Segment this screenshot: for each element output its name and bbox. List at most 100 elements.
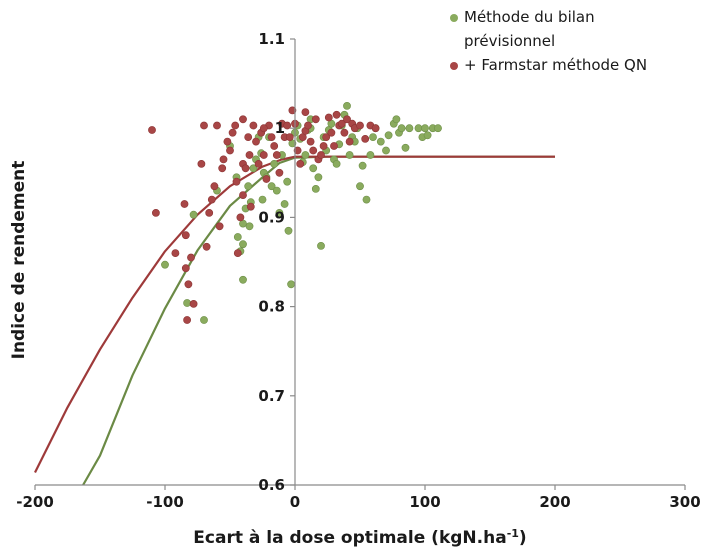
x-axis-title: Ecart à la dose optimale (kgN.ha-1) bbox=[193, 527, 526, 548]
legend: Méthode du bilan prévisionnel + Farmstar m… bbox=[450, 8, 647, 74]
point-farmstar bbox=[332, 110, 341, 119]
point-farmstar bbox=[249, 121, 258, 130]
point-bilan bbox=[258, 195, 267, 204]
point-bilan bbox=[332, 159, 341, 168]
point-farmstar bbox=[148, 126, 156, 134]
point-farmstar bbox=[218, 164, 227, 173]
y-tick-label: 1.1 bbox=[258, 30, 285, 48]
point-bilan bbox=[239, 275, 247, 284]
point-bilan bbox=[414, 124, 423, 133]
point-farmstar bbox=[337, 119, 346, 128]
point-farmstar bbox=[330, 142, 338, 150]
x-tick-label: 0 bbox=[290, 493, 300, 511]
point-farmstar bbox=[189, 299, 198, 308]
y-axis-title: Indice de rendement bbox=[9, 161, 29, 360]
point-bilan bbox=[267, 182, 276, 191]
y-tick-label: 0.9 bbox=[258, 208, 285, 226]
point-farmstar bbox=[343, 115, 351, 124]
point-bilan bbox=[272, 186, 281, 195]
legend-label: prévisionnel bbox=[464, 32, 555, 50]
point-bilan bbox=[183, 299, 191, 307]
point-farmstar bbox=[270, 142, 279, 150]
point-bilan bbox=[392, 115, 401, 124]
point-farmstar bbox=[356, 121, 364, 130]
point-bilan bbox=[356, 182, 364, 191]
axes: 0.6 0.7 0.8 0.9 1 1.1 -200 -100 0 100 200 300 bbox=[16, 30, 700, 511]
point-farmstar bbox=[245, 151, 254, 159]
point-farmstar bbox=[311, 115, 320, 124]
fit-farmstar-curve bbox=[34, 155, 555, 473]
point-farmstar bbox=[306, 137, 315, 146]
x-tick-label: 300 bbox=[669, 493, 700, 511]
point-bilan bbox=[301, 151, 310, 159]
point-bilan bbox=[366, 151, 375, 159]
point-farmstar bbox=[171, 249, 180, 257]
point-farmstar bbox=[259, 124, 268, 133]
point-farmstar bbox=[309, 146, 318, 155]
point-bilan bbox=[284, 226, 293, 235]
point-bilan bbox=[423, 131, 432, 140]
point-bilan bbox=[362, 195, 371, 204]
point-farmstar bbox=[197, 159, 206, 168]
y-tick-label: 1 bbox=[275, 119, 285, 137]
point-farmstar bbox=[180, 200, 189, 208]
point-bilan bbox=[270, 159, 279, 168]
point-farmstar bbox=[317, 151, 325, 159]
point-farmstar bbox=[181, 264, 190, 273]
point-farmstar bbox=[184, 280, 193, 289]
point-farmstar bbox=[267, 133, 276, 141]
point-bilan bbox=[401, 143, 410, 152]
fit-curves bbox=[34, 155, 555, 486]
point-bilan bbox=[382, 146, 390, 155]
y-tick-label: 0.8 bbox=[258, 298, 285, 316]
point-farmstar bbox=[183, 316, 191, 324]
point-farmstar bbox=[244, 133, 253, 141]
point-farmstar bbox=[241, 164, 250, 173]
point-farmstar bbox=[232, 177, 241, 186]
point-bilan bbox=[249, 164, 258, 173]
point-bilan bbox=[161, 260, 169, 269]
point-bilan bbox=[309, 164, 318, 173]
point-bilan bbox=[275, 208, 284, 217]
point-farmstar bbox=[371, 124, 380, 133]
point-farmstar bbox=[345, 137, 354, 146]
point-farmstar bbox=[322, 133, 331, 141]
point-farmstar bbox=[252, 137, 260, 146]
point-bilan bbox=[245, 222, 254, 231]
point-farmstar bbox=[207, 195, 216, 204]
point-farmstar bbox=[293, 146, 302, 155]
data-points bbox=[148, 102, 442, 324]
point-farmstar bbox=[239, 191, 247, 199]
x-tick-label: -100 bbox=[146, 493, 184, 511]
point-bilan bbox=[345, 151, 354, 159]
point-farmstar bbox=[226, 146, 234, 155]
point-bilan bbox=[311, 184, 320, 193]
legend-marker bbox=[450, 62, 458, 70]
point-farmstar bbox=[151, 208, 160, 217]
point-farmstar bbox=[236, 213, 245, 222]
point-farmstar bbox=[223, 137, 232, 146]
point-farmstar bbox=[213, 121, 221, 130]
point-farmstar bbox=[239, 115, 247, 124]
point-bilan bbox=[376, 137, 385, 146]
point-bilan bbox=[239, 240, 247, 249]
x-tick-label: 200 bbox=[539, 493, 570, 511]
point-bilan bbox=[405, 124, 414, 133]
point-farmstar bbox=[361, 134, 370, 143]
legend-label: Méthode du bilan bbox=[464, 8, 595, 26]
legend-marker bbox=[450, 14, 458, 22]
point-farmstar bbox=[340, 128, 349, 137]
point-bilan bbox=[421, 124, 429, 133]
point-farmstar bbox=[228, 128, 237, 137]
point-farmstar bbox=[272, 151, 281, 159]
point-bilan bbox=[314, 173, 323, 182]
y-tick-label: 0.7 bbox=[258, 387, 285, 405]
point-farmstar bbox=[187, 253, 195, 262]
point-farmstar bbox=[210, 182, 219, 191]
point-farmstar bbox=[285, 133, 294, 141]
point-bilan bbox=[283, 177, 292, 186]
point-farmstar bbox=[215, 222, 224, 231]
point-bilan bbox=[280, 200, 289, 208]
point-farmstar bbox=[205, 208, 214, 217]
point-bilan bbox=[233, 233, 242, 241]
